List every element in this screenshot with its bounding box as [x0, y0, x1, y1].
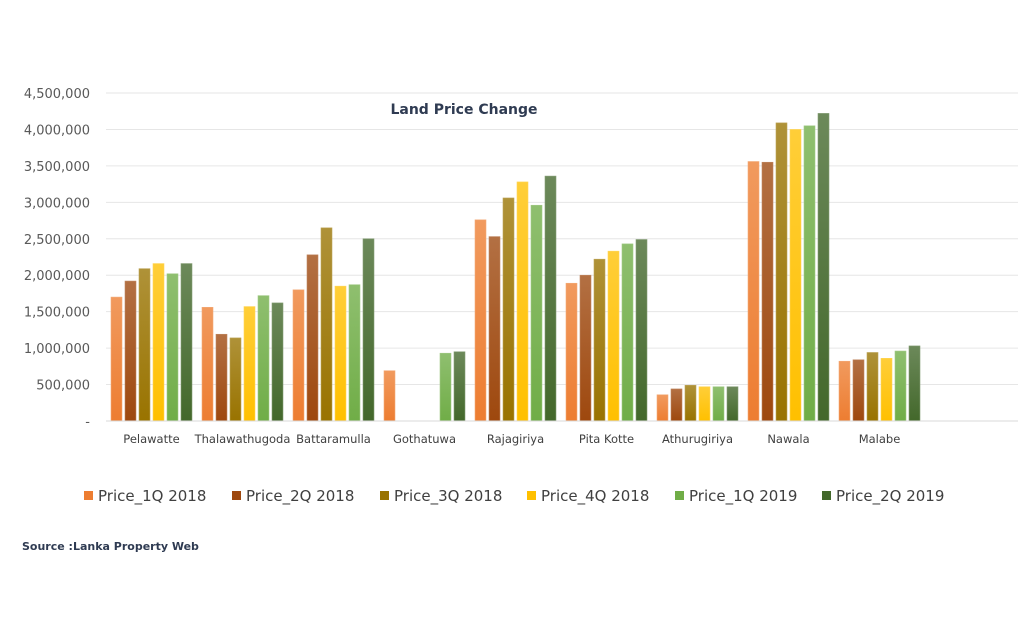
bar-nawala-series-4	[789, 129, 802, 422]
bar-battaramulla-series-5	[348, 284, 361, 422]
bar-pelawatte-series-1	[110, 296, 123, 422]
y-tick-label: 2,500,000	[24, 233, 90, 248]
legend-swatch	[822, 491, 831, 500]
x-category-label: Nawala	[767, 432, 809, 446]
bar-malabe-series-2	[852, 359, 865, 422]
bar-battaramulla-series-3	[320, 227, 333, 422]
gridlines	[106, 92, 1018, 386]
legend-swatch	[527, 491, 536, 500]
bar-thalawathugoda-series-6	[271, 302, 284, 422]
bar-malabe-series-4	[880, 358, 893, 422]
x-category-label: Malabe	[859, 432, 901, 446]
bar-athurugiriya-series-1	[656, 394, 669, 422]
bar-athurugiriya-series-2	[670, 388, 683, 422]
bars	[110, 113, 921, 422]
bar-rajagiriya-series-6	[544, 175, 557, 422]
bar-pelawatte-series-5	[166, 273, 179, 422]
bar-rajagiriya-series-3	[502, 197, 515, 422]
legend-item: Price_4Q 2018	[527, 487, 649, 506]
chart-title: Land Price Change	[390, 102, 537, 118]
legend-label: Price_2Q 2018	[246, 487, 354, 506]
bar-pita-kotte-series-3	[593, 258, 606, 422]
x-category-label: Battaramulla	[296, 432, 371, 446]
y-tick-label: 2,000,000	[24, 269, 90, 284]
x-category-label: Thalawathugoda	[194, 432, 291, 446]
x-category-label: Gothatuwa	[393, 432, 456, 446]
bar-pelawatte-series-4	[152, 263, 165, 422]
bar-battaramulla-series-2	[306, 254, 319, 422]
bar-malabe-series-1	[838, 360, 851, 422]
bar-thalawathugoda-series-4	[243, 306, 256, 422]
legend-label: Price_2Q 2019	[836, 487, 944, 506]
bar-athurugiriya-series-3	[684, 384, 697, 422]
y-axis-tick-labels: - 500,000 1,000,000 1,500,000 2,000,000 2,500…	[24, 87, 90, 430]
legend-swatch	[232, 491, 241, 500]
legend-label: Price_3Q 2018	[394, 487, 502, 506]
y-tick-label: 4,500,000	[24, 87, 90, 102]
y-tick-label: 3,500,000	[24, 160, 90, 175]
y-tick-label: 1,000,000	[24, 342, 90, 357]
bar-nawala-series-2	[761, 161, 774, 422]
bar-malabe-series-6	[908, 345, 921, 422]
bar-nawala-series-1	[747, 161, 760, 422]
bar-nawala-series-6	[817, 113, 830, 422]
legend-item: Price_1Q 2018	[84, 487, 206, 506]
bar-rajagiriya-series-1	[474, 219, 487, 422]
bar-gothatuwa-series-1	[383, 370, 396, 422]
source-note: Source :Lanka Property Web	[22, 540, 199, 553]
bar-rajagiriya-series-4	[516, 181, 529, 422]
bar-pita-kotte-series-6	[635, 239, 648, 422]
legend-swatch	[380, 491, 389, 500]
bar-thalawathugoda-series-1	[201, 306, 214, 422]
bar-athurugiriya-series-5	[712, 386, 725, 422]
bar-battaramulla-series-1	[292, 289, 305, 422]
bar-athurugiriya-series-4	[698, 386, 711, 422]
bar-pita-kotte-series-5	[621, 243, 634, 422]
bar-pita-kotte-series-1	[565, 282, 578, 422]
legend-item: Price_2Q 2019	[822, 487, 944, 506]
y-tick-label: 1,500,000	[24, 306, 90, 321]
x-category-label: Pita Kotte	[579, 432, 634, 446]
legend-swatch	[675, 491, 684, 500]
bar-nawala-series-5	[803, 125, 816, 422]
legend-label: Price_4Q 2018	[541, 487, 649, 506]
y-tick-label: 3,000,000	[24, 196, 90, 211]
y-tick-label: 4,000,000	[24, 123, 90, 138]
bar-thalawathugoda-series-2	[215, 333, 228, 422]
bar-battaramulla-series-4	[334, 285, 347, 422]
bar-thalawathugoda-series-5	[257, 295, 270, 422]
legend-item: Price_1Q 2019	[675, 487, 797, 506]
legend-item: Price_2Q 2018	[232, 487, 354, 506]
bar-pelawatte-series-3	[138, 268, 151, 422]
x-category-label: Rajagiriya	[487, 432, 544, 446]
legend-label: Price_1Q 2019	[689, 487, 797, 506]
bar-pelawatte-series-2	[124, 280, 137, 422]
legend-item: Price_3Q 2018	[380, 487, 502, 506]
bar-gothatuwa-series-6	[453, 351, 466, 422]
legend-label: Price_1Q 2018	[98, 487, 206, 506]
y-tick-label: 500,000	[36, 379, 90, 394]
bar-nawala-series-3	[775, 122, 788, 422]
x-category-label: Pelawatte	[123, 432, 179, 446]
bar-athurugiriya-series-6	[726, 386, 739, 422]
x-axis-category-labels: Pelawatte Thalawathugoda Battaramulla Gotha…	[123, 432, 900, 446]
bar-gothatuwa-series-5	[439, 352, 452, 422]
x-category-label: Athurugiriya	[662, 432, 733, 446]
bar-rajagiriya-series-2	[488, 236, 501, 422]
bar-malabe-series-3	[866, 352, 879, 422]
bar-pelawatte-series-6	[180, 263, 193, 422]
bar-thalawathugoda-series-3	[229, 337, 242, 422]
bar-pita-kotte-series-2	[579, 274, 592, 422]
bar-malabe-series-5	[894, 350, 907, 422]
legend-swatch	[84, 491, 93, 500]
bar-pita-kotte-series-4	[607, 250, 620, 422]
legend: Price_1Q 2018 Price_2Q 2018 Price_3Q 2018 P…	[84, 487, 944, 506]
bar-battaramulla-series-6	[362, 238, 375, 422]
bar-rajagiriya-series-5	[530, 204, 543, 422]
y-tick-label: -	[85, 415, 90, 430]
